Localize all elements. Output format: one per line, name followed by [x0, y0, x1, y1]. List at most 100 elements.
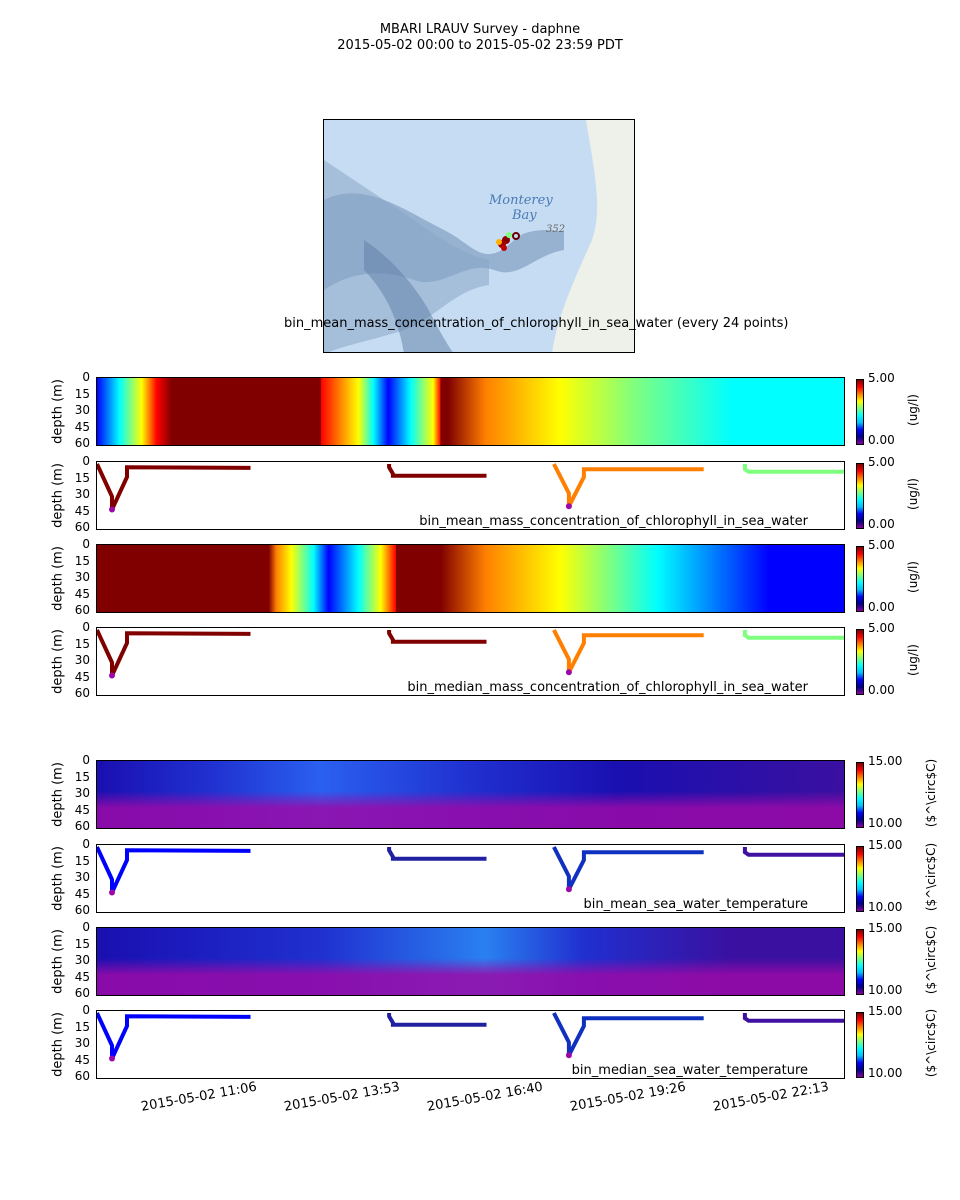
- y-tick-label: 15: [74, 769, 90, 784]
- y-tick-label: 30: [74, 870, 90, 884]
- y-tick-label: 0: [82, 837, 90, 851]
- profile-svg: [97, 846, 844, 896]
- y-tick-label: 45: [74, 419, 90, 434]
- plot-panel-chl-median-profile: bin_median_mass_concentration_of_chlorop…: [96, 627, 845, 696]
- y-tick-label: 60: [74, 903, 90, 917]
- y-tick-label: 0: [82, 920, 90, 934]
- colorbar-min-label: 0.00: [868, 517, 895, 531]
- colorbar-max-label: 5.00: [868, 455, 895, 469]
- profile-label: bin_mean_mass_concentration_of_chlorophy…: [419, 514, 808, 529]
- colorbar-min-label: 10.00: [868, 983, 903, 997]
- profile-track: [97, 1012, 251, 1060]
- plot-panel-temp-median-profile: bin_median_sea_water_temperature: [96, 1010, 845, 1079]
- profile-svg: [97, 629, 844, 679]
- colorbar-min-label: 0.00: [868, 600, 895, 614]
- y-tick-label: 45: [74, 802, 90, 817]
- colorbar-unit-label: ($^\circ$C): [924, 925, 939, 995]
- colorbar-max-label: 5.00: [868, 371, 895, 385]
- profile-track: [97, 463, 251, 511]
- y-tick-label: 60: [74, 520, 90, 534]
- colorbar: [856, 379, 864, 445]
- colorbar-min-label: 10.00: [868, 816, 903, 830]
- profile-track: [387, 630, 487, 644]
- profile-label: bin_median_mass_concentration_of_chlorop…: [407, 680, 808, 695]
- colorbar-min-label: 0.00: [868, 683, 895, 697]
- x-tick-label: 2015-05-02 11:06: [140, 1079, 258, 1115]
- y-tick-label: 60: [74, 686, 90, 700]
- colorbar-unit-label: (ug/l): [905, 394, 920, 426]
- chart-title: MBARI LRAUV Survey - daphne: [379, 22, 581, 37]
- colorbar-unit-label: (ug/l): [905, 478, 920, 510]
- plot-panel-chl-mean-section: [96, 377, 845, 446]
- map-track-markers: [496, 232, 520, 251]
- y-tick-label: 15: [74, 386, 90, 401]
- y-tick-label: 60: [74, 986, 90, 1000]
- colorbar-min-label: 0.00: [868, 433, 895, 447]
- profile-deep-point: [565, 669, 572, 676]
- profile-track: [552, 629, 704, 674]
- plot-panel-chl-median-section: [96, 544, 845, 613]
- plot-panel-temp-mean-profile: bin_mean_sea_water_temperature: [96, 844, 845, 913]
- profile-track: [742, 630, 844, 640]
- y-tick-label: 45: [74, 969, 90, 984]
- y-tick-label: 15: [74, 636, 90, 651]
- profile-deep-point: [109, 1055, 115, 1062]
- profile-label: bin_mean_sea_water_temperature: [583, 897, 808, 912]
- profile-deep-point: [109, 672, 115, 679]
- y-tick-label: 60: [74, 436, 90, 450]
- colorbar-unit-label: ($^\circ$C): [924, 1008, 939, 1078]
- y-tick-label: 15: [74, 470, 90, 485]
- colorbar-max-label: 15.00: [868, 921, 903, 935]
- profile-track: [97, 629, 251, 677]
- y-tick-label: 30: [74, 786, 90, 800]
- profile-deep-point: [565, 503, 572, 510]
- profile-deep-point: [109, 889, 115, 896]
- y-tick-label: 0: [82, 454, 90, 468]
- map-label-bay-2: Bay: [511, 208, 537, 223]
- chart-subtitle: 2015-05-02 00:00 to 2015-05-02 23:59 PDT: [337, 38, 623, 53]
- map-label-bay-1: Monterey: [488, 193, 553, 208]
- y-tick-label: 45: [74, 586, 90, 601]
- profile-track: [552, 846, 704, 891]
- colorbar-max-label: 15.00: [868, 1004, 903, 1018]
- colorbar-min-label: 10.00: [868, 900, 903, 914]
- colorbar: [856, 762, 864, 828]
- x-tick-label: 2015-05-02 19:26: [569, 1079, 687, 1115]
- colorbar-max-label: 5.00: [868, 538, 895, 552]
- y-tick-label: 60: [74, 1069, 90, 1083]
- colorbar: [856, 629, 864, 695]
- plot-panel-temp-median-section: [96, 927, 845, 996]
- colorbar-max-label: 5.00: [868, 621, 895, 635]
- profile-deep-point: [109, 506, 115, 513]
- y-tick-label: 30: [74, 570, 90, 584]
- y-tick-label: 15: [74, 553, 90, 568]
- y-tick-label: 30: [74, 403, 90, 417]
- y-tick-label: 30: [74, 653, 90, 667]
- profile-track: [387, 847, 487, 861]
- y-tick-label: 30: [74, 1036, 90, 1050]
- y-tick-label: 0: [82, 537, 90, 551]
- y-tick-label: 0: [82, 753, 90, 767]
- x-tick-label: 2015-05-02 13:53: [283, 1079, 401, 1115]
- y-tick-label: 45: [74, 886, 90, 901]
- colorbar: [856, 929, 864, 995]
- colorbar-unit-label: ($^\circ$C): [924, 842, 939, 912]
- map-caption: bin_mean_mass_concentration_of_chlorophy…: [284, 316, 789, 331]
- colorbar: [856, 463, 864, 529]
- profile-track: [387, 464, 487, 478]
- profile-label: bin_median_sea_water_temperature: [571, 1063, 808, 1078]
- map-svg: Monterey Bay 352: [324, 120, 634, 352]
- profile-deep-point: [565, 886, 572, 893]
- y-tick-label: 45: [74, 1052, 90, 1067]
- profile-track: [552, 1012, 704, 1057]
- y-tick-label: 30: [74, 487, 90, 501]
- colorbar: [856, 846, 864, 912]
- colorbar: [856, 546, 864, 612]
- plot-panel-chl-mean-profile: bin_mean_mass_concentration_of_chlorophy…: [96, 461, 845, 530]
- colorbar-unit-label: (ug/l): [905, 644, 920, 676]
- y-tick-label: 30: [74, 953, 90, 967]
- y-tick-label: 0: [82, 1003, 90, 1017]
- y-tick-label: 60: [74, 819, 90, 833]
- profile-track: [97, 846, 251, 894]
- map-inset: Monterey Bay 352: [323, 119, 635, 353]
